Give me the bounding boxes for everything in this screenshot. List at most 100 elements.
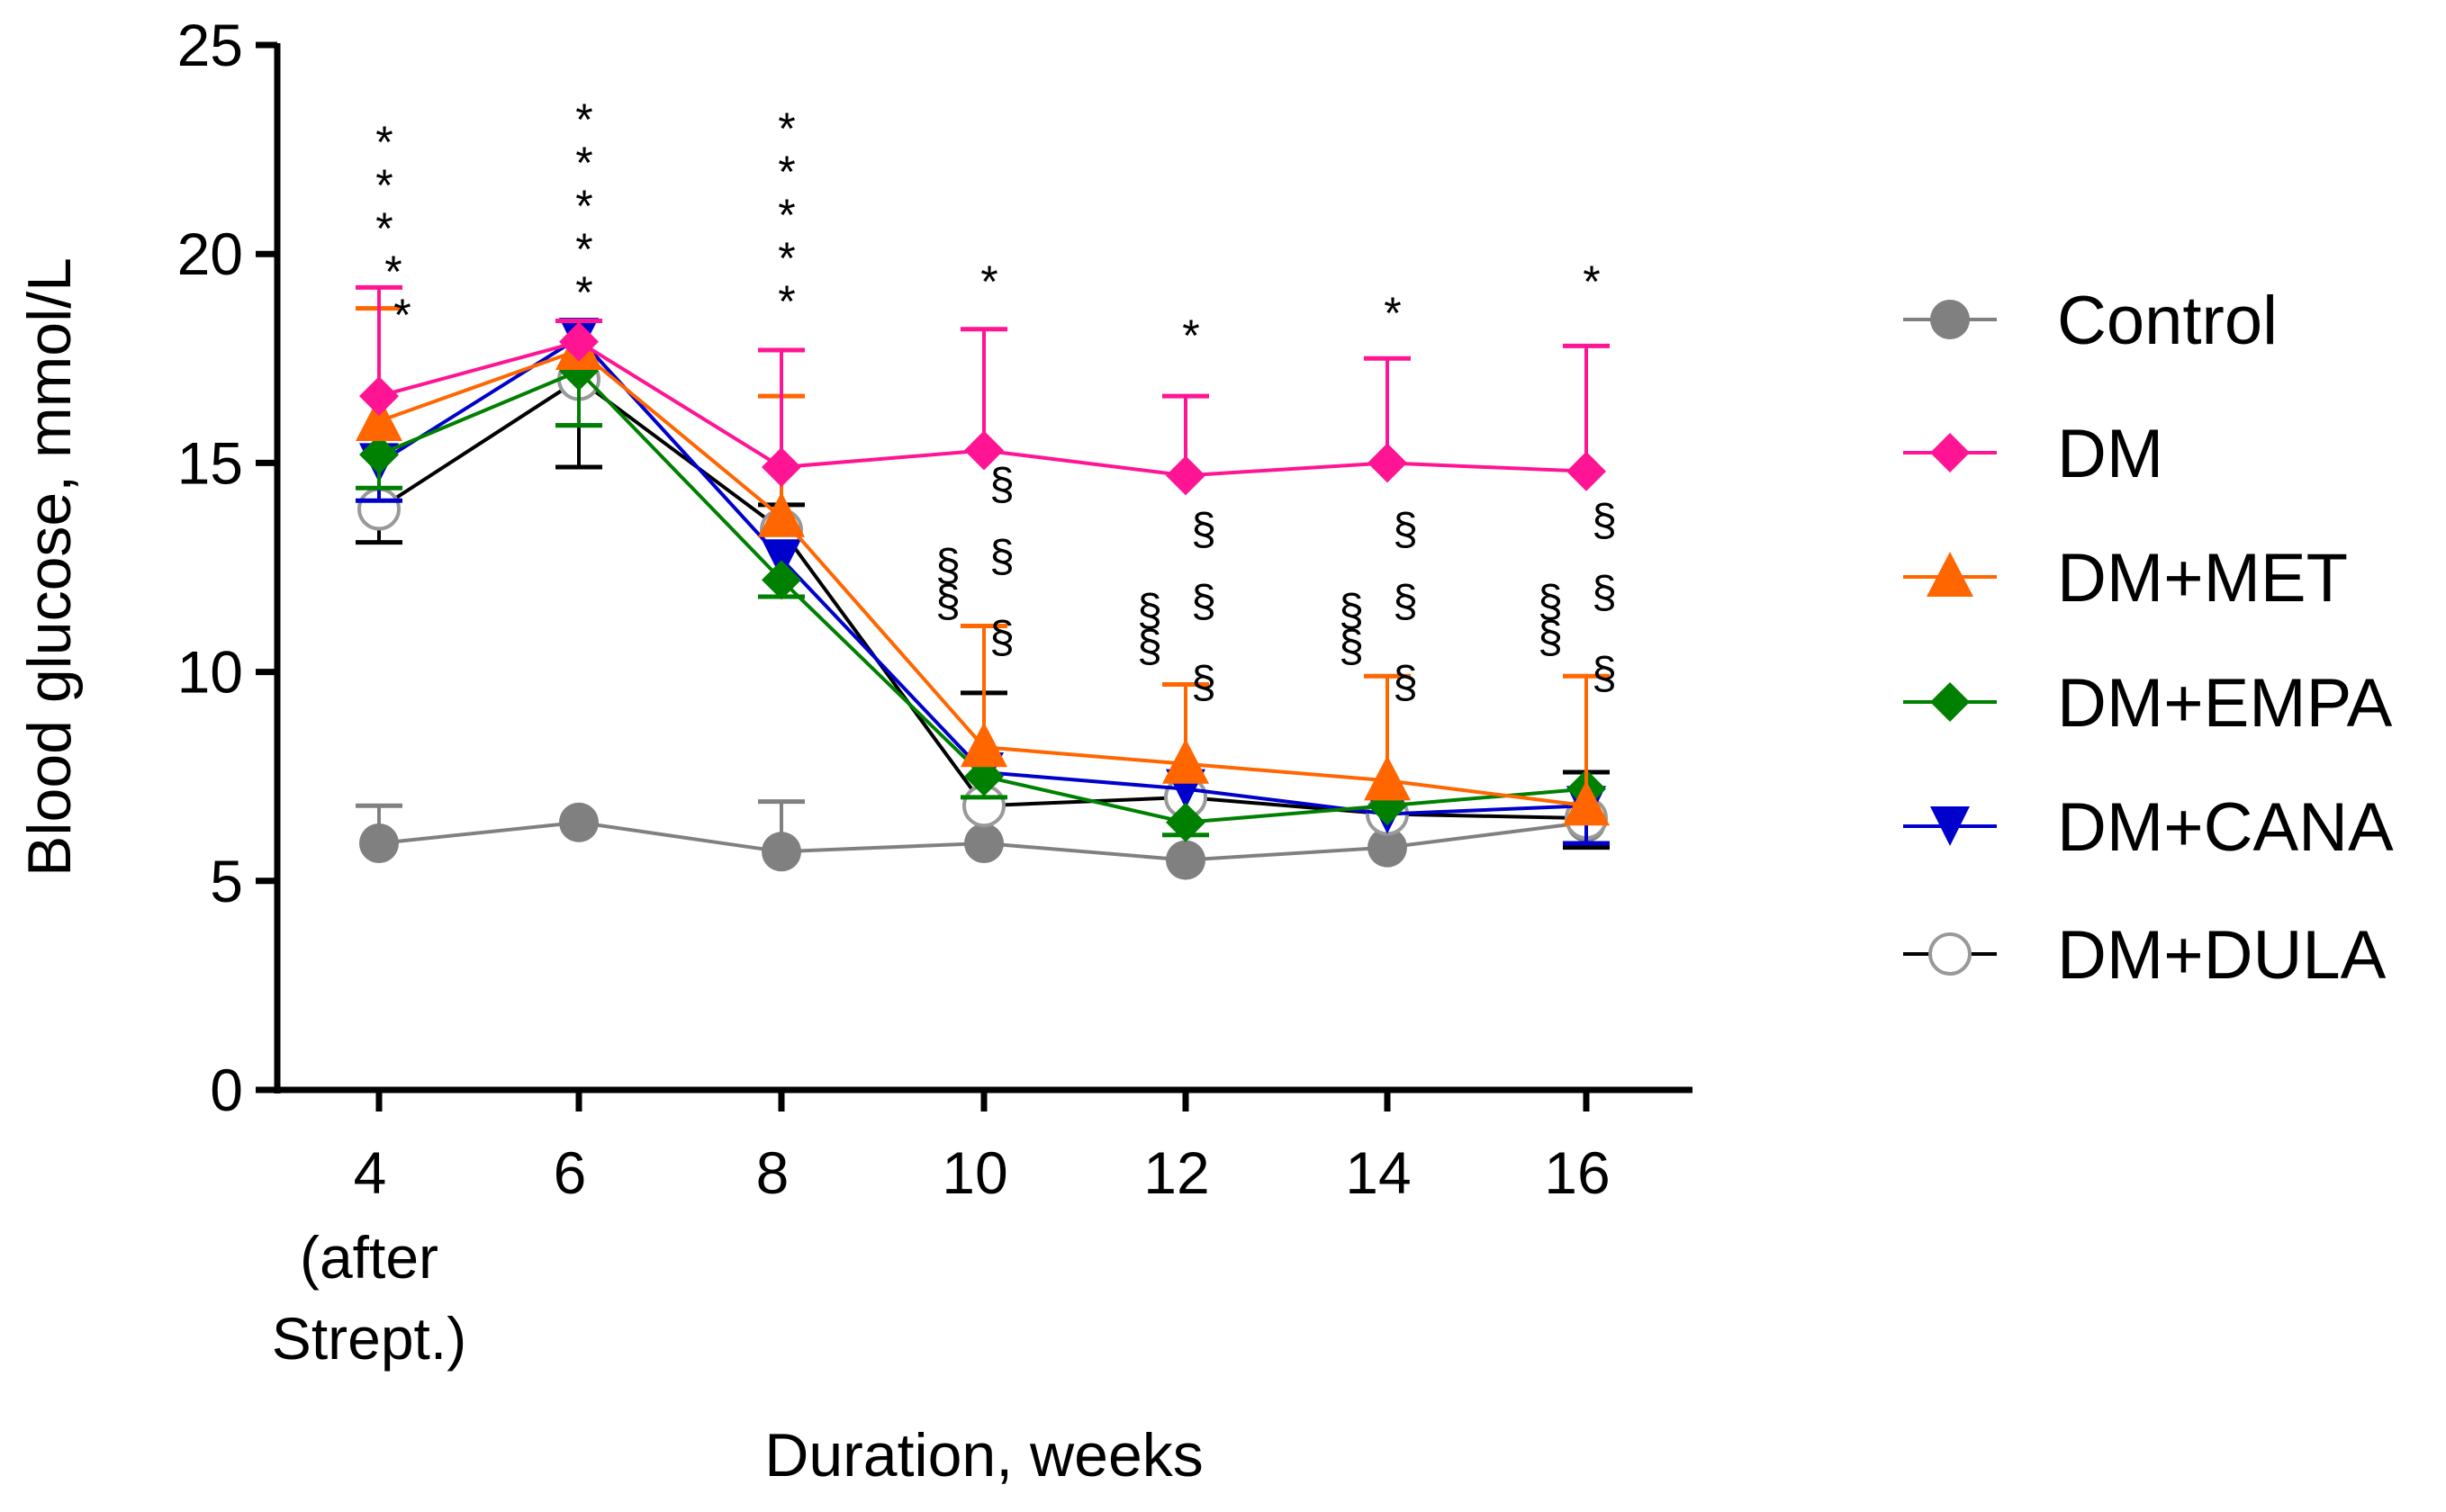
- significance-asterisk: *: [575, 181, 592, 231]
- significance-asterisk: *: [778, 104, 795, 154]
- legend-marker: [1930, 433, 1970, 472]
- legend-label: DM+EMPA: [2057, 665, 2393, 742]
- legend-label: DM+DULA: [2057, 917, 2387, 994]
- data-point: [559, 321, 599, 362]
- data-point: [964, 430, 1004, 471]
- legend-marker: [1930, 806, 1970, 846]
- data-point: [758, 491, 805, 537]
- legend-item-dm-dula: DM+DULA: [1903, 917, 2387, 994]
- significance-asterisk: *: [1182, 310, 1199, 361]
- data-point: [1364, 755, 1411, 801]
- significance-section: §: [1191, 504, 1216, 554]
- significance-section: §: [1191, 657, 1216, 707]
- significance-section: §: [1339, 621, 1364, 671]
- legend-item-dm-cana: DM+CANA: [1903, 789, 2394, 866]
- y-tick-label: 10: [177, 639, 243, 706]
- significance-asterisk: *: [375, 203, 393, 254]
- significance-section: §: [1393, 576, 1418, 626]
- significance-asterisk: *: [980, 256, 997, 307]
- series-dm-empa: [356, 351, 1606, 842]
- legend-marker: [1930, 682, 1970, 722]
- y-tick-label: 20: [177, 220, 243, 287]
- data-point: [762, 832, 801, 872]
- series-dm: [356, 284, 1610, 496]
- significance-asterisk: *: [575, 94, 592, 145]
- significance-section: §: [1137, 621, 1162, 671]
- legend-item-control: Control: [1903, 283, 2278, 359]
- x-sublabel-1: (after: [300, 1224, 438, 1291]
- data-point: [1563, 780, 1610, 826]
- significance-section: §: [1538, 612, 1563, 662]
- significance-section: §: [1592, 567, 1617, 617]
- data-point: [762, 539, 801, 580]
- x-tick-label: 6: [554, 1139, 587, 1206]
- data-point: [762, 447, 801, 488]
- significance-section: §: [1339, 585, 1364, 635]
- significance-section: §: [1393, 657, 1418, 707]
- data-point: [356, 395, 402, 441]
- significance-section: §: [1592, 495, 1617, 545]
- data-point: [1162, 738, 1209, 784]
- significance-asterisk: *: [575, 267, 592, 318]
- significance-asterisk: *: [575, 224, 592, 274]
- significance-section: §: [1137, 585, 1162, 635]
- legend-label: DM: [2057, 416, 2163, 492]
- data-point: [359, 824, 399, 864]
- significance-asterisk: *: [375, 160, 393, 211]
- significance-asterisk: *: [384, 247, 402, 297]
- y-tick-label: 5: [210, 848, 243, 914]
- x-tick-label: 14: [1345, 1139, 1411, 1206]
- x-tick-label: 10: [942, 1139, 1007, 1206]
- legend-label: DM+MET: [2057, 540, 2348, 616]
- data-point: [359, 435, 399, 475]
- significance-asterisk: *: [575, 138, 592, 188]
- legend-item-dm-empa: DM+EMPA: [1903, 665, 2393, 742]
- significance-section: §: [1592, 648, 1617, 698]
- x-tick-label: 8: [756, 1139, 790, 1206]
- significance-asterisk: *: [1384, 288, 1401, 338]
- legend-marker: [1930, 300, 1970, 339]
- data-point: [559, 802, 599, 842]
- x-tick-label: 4: [354, 1139, 387, 1206]
- significance-asterisk: *: [375, 117, 393, 167]
- data-point: [1166, 840, 1205, 880]
- significance-asterisk: *: [393, 290, 411, 340]
- significance-section: §: [1191, 576, 1216, 626]
- data-point: [1367, 443, 1407, 483]
- significance-asterisk: *: [778, 233, 795, 284]
- x-sublabel-2: Strept.): [272, 1305, 466, 1372]
- significance-asterisk: *: [1583, 256, 1600, 307]
- data-point: [1566, 451, 1606, 491]
- y-tick-label: 0: [210, 1057, 243, 1123]
- legend-marker: [1928, 932, 1972, 976]
- x-axis-title: Duration, weeks: [764, 1421, 1204, 1490]
- y-tick-label: 25: [177, 12, 243, 78]
- y-axis-title: Blood glucose, mmol/L: [15, 257, 84, 877]
- legend-marker: [1927, 552, 1973, 597]
- significance-asterisk: *: [778, 276, 795, 327]
- data-point: [961, 722, 1007, 768]
- data-point: [1367, 827, 1407, 868]
- data-point: [1166, 802, 1205, 842]
- legend-item-dm: DM: [1903, 416, 2163, 492]
- x-tick-label: 12: [1143, 1139, 1209, 1206]
- significance-section: §: [1538, 576, 1563, 626]
- significance-section: §: [989, 531, 1015, 581]
- significance-section: §: [935, 540, 961, 590]
- data-point: [1166, 455, 1205, 496]
- significance-asterisk: *: [778, 147, 795, 197]
- significance-asterisk: *: [778, 190, 795, 240]
- data-point: [762, 560, 801, 600]
- data-point: [964, 824, 1004, 864]
- y-tick-label: 15: [177, 429, 243, 496]
- significance-section: §: [935, 576, 961, 626]
- significance-section: §: [989, 612, 1015, 662]
- significance-section: §: [989, 459, 1015, 509]
- legend-label: DM+CANA: [2057, 789, 2394, 866]
- x-tick-label: 16: [1544, 1139, 1610, 1206]
- significance-section: §: [1393, 504, 1418, 554]
- legend-item-dm-met: DM+MET: [1903, 540, 2348, 616]
- legend-label: Control: [2057, 283, 2278, 359]
